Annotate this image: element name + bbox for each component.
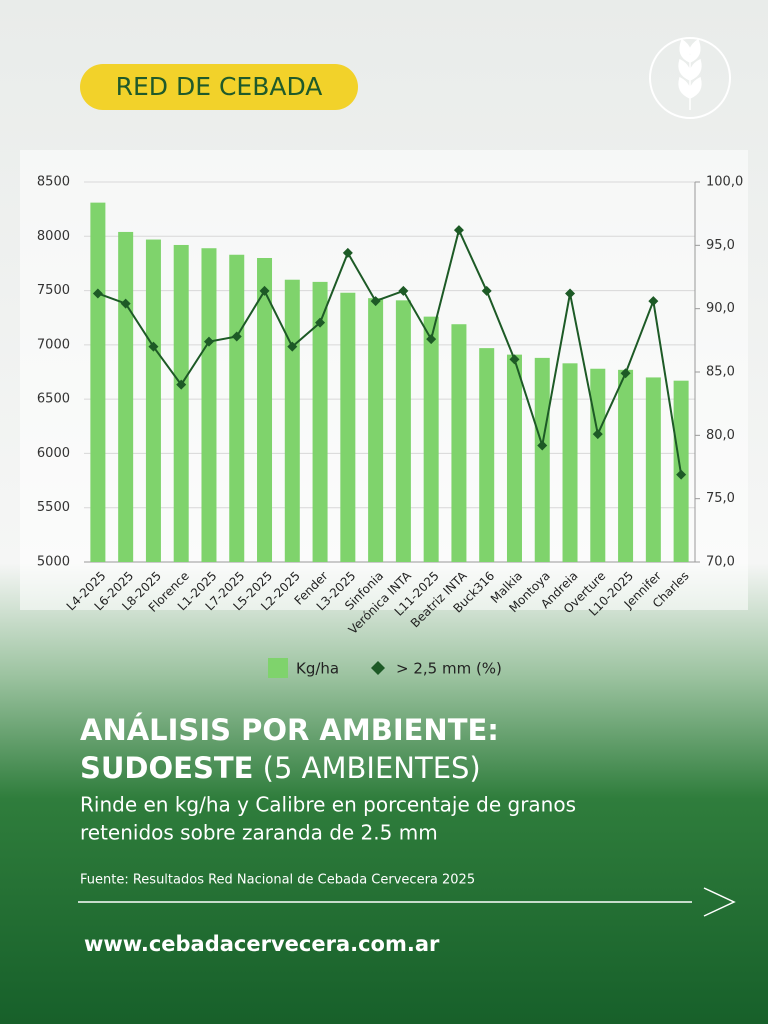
bar — [451, 324, 467, 562]
bar — [90, 202, 106, 562]
point — [203, 336, 214, 347]
legend-label: > 2,5 mm (%) — [396, 660, 502, 678]
line — [97, 227, 683, 475]
point — [287, 341, 298, 352]
headline: ANÁLISIS POR AMBIENTE: — [80, 713, 499, 747]
y2-tick-label: 70,0 — [706, 555, 735, 570]
bar — [395, 300, 411, 562]
bar — [534, 357, 550, 562]
point — [453, 225, 464, 236]
bar — [229, 254, 245, 562]
point — [120, 298, 131, 309]
badge-pill — [80, 64, 358, 110]
y2-tick-label: 95,0 — [706, 238, 735, 253]
point — [370, 296, 381, 307]
chart: 5000 5500 6000 6500 7000 7500 8000 8500 70,0 75,0… — [37, 175, 743, 678]
headline-bold: SUDOESTE — [80, 751, 253, 785]
point — [176, 379, 187, 390]
subtitle: Rinde en kg/ha y Calibre en porcentaje d… — [80, 793, 576, 817]
bar — [118, 231, 134, 562]
y2-tick-label: 85,0 — [706, 365, 735, 380]
point — [342, 247, 353, 258]
legend-swatch — [268, 658, 288, 678]
y-tick-label: 7000 — [37, 337, 70, 352]
legend-swatch — [371, 661, 385, 675]
point — [537, 440, 548, 451]
bar — [173, 244, 189, 562]
bar — [257, 258, 273, 562]
y-tick-label: 5500 — [37, 500, 70, 515]
y-tick-label: 8000 — [37, 229, 70, 244]
y2-tick-label: 90,0 — [706, 301, 735, 316]
y2-tick-label: 75,0 — [706, 491, 735, 506]
headline: SUDOESTE (5 AMBIENTES) — [80, 751, 481, 785]
y-tick-label: 8500 — [37, 175, 70, 190]
point — [509, 354, 520, 365]
bar — [590, 368, 606, 562]
y-tick-label: 5000 — [37, 555, 70, 570]
y-tick-label: 7500 — [37, 283, 70, 298]
point — [481, 285, 492, 296]
source: Fuente: Resultados Red Nacional de Cebad… — [80, 873, 475, 888]
bar — [145, 239, 161, 563]
bar — [340, 292, 356, 562]
subtitle: retenidos sobre zaranda de 2.5 mm — [80, 821, 438, 845]
point — [398, 285, 409, 296]
bar — [423, 316, 439, 562]
arrow — [703, 887, 736, 917]
bar — [618, 369, 634, 562]
point — [92, 288, 103, 299]
y-tick-label: 6500 — [37, 392, 70, 407]
point — [676, 469, 687, 480]
point — [592, 429, 603, 440]
bar — [562, 363, 578, 562]
bar — [312, 281, 328, 562]
point — [259, 285, 270, 296]
y2-tick-label: 100,0 — [706, 175, 743, 190]
bar — [645, 377, 661, 562]
point — [620, 368, 631, 379]
point — [315, 317, 326, 328]
badge-text: RED DE CEBADA — [116, 72, 323, 101]
y-tick-label: 6000 — [37, 446, 70, 461]
point — [231, 331, 242, 342]
bar — [284, 279, 300, 562]
logo — [649, 37, 731, 119]
point — [148, 341, 159, 352]
point — [565, 288, 576, 299]
y2-tick-label: 80,0 — [706, 428, 735, 443]
point — [648, 296, 659, 307]
bar — [479, 348, 495, 562]
bar — [201, 248, 217, 562]
bar — [368, 298, 384, 562]
point — [426, 334, 437, 345]
legend-label: Kg/ha — [296, 660, 339, 678]
url[interactable]: www.cebadacervecera.com.ar — [84, 932, 440, 956]
bar — [506, 354, 522, 562]
headline-light: (5 AMBIENTES) — [263, 751, 481, 785]
